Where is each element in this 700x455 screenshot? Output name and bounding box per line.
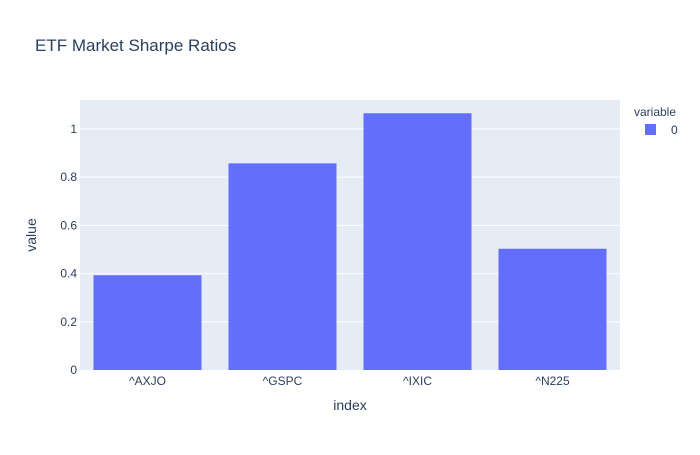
y-tick-label: 0 — [70, 363, 77, 377]
bar-gspc[interactable] — [228, 163, 337, 370]
bars — [93, 113, 607, 371]
legend: variable 0 — [634, 105, 678, 137]
y-axis-label: value — [23, 218, 39, 252]
bar-n225[interactable] — [498, 248, 607, 370]
legend-item[interactable]: 0 — [645, 123, 678, 137]
chart-title: ETF Market Sharpe Ratios — [35, 36, 236, 55]
x-tick-label: ^GSPC — [263, 374, 303, 388]
x-axis-label: index — [333, 397, 366, 413]
x-tick-label: ^AXJO — [129, 374, 166, 388]
x-tick-labels: ^AXJO ^GSPC ^IXIC ^N225 — [129, 374, 570, 388]
y-tick-labels: 0 0.2 0.4 0.6 0.8 1 — [60, 122, 77, 377]
legend-title: variable — [634, 105, 676, 119]
bar-axjo[interactable] — [93, 275, 202, 370]
y-tick-label: 0.4 — [60, 267, 77, 281]
y-tick-label: 0.2 — [60, 315, 77, 329]
legend-swatch — [645, 124, 656, 135]
x-tick-label: ^IXIC — [403, 374, 432, 388]
y-tick-label: 0.6 — [60, 218, 77, 232]
y-tick-label: 0.8 — [60, 170, 77, 184]
x-tick-label: ^N225 — [535, 374, 570, 388]
y-tick-label: 1 — [70, 122, 77, 136]
bar-ixic[interactable] — [363, 113, 472, 371]
legend-item-label: 0 — [671, 123, 678, 137]
